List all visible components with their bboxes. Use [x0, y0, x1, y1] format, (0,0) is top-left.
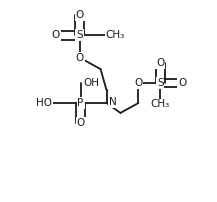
- Text: O: O: [134, 78, 143, 88]
- Text: O: O: [156, 58, 164, 68]
- Text: O: O: [178, 78, 186, 88]
- Text: O: O: [76, 53, 84, 63]
- Text: N: N: [109, 97, 117, 107]
- Text: O: O: [52, 30, 60, 40]
- Text: O: O: [76, 118, 85, 128]
- Text: S: S: [157, 78, 164, 88]
- Text: S: S: [76, 30, 83, 40]
- Text: CH₃: CH₃: [105, 30, 125, 40]
- Text: CH₃: CH₃: [151, 99, 170, 109]
- Text: P: P: [77, 98, 84, 108]
- Text: OH: OH: [84, 78, 100, 88]
- Text: O: O: [76, 10, 84, 20]
- Text: HO: HO: [36, 98, 52, 108]
